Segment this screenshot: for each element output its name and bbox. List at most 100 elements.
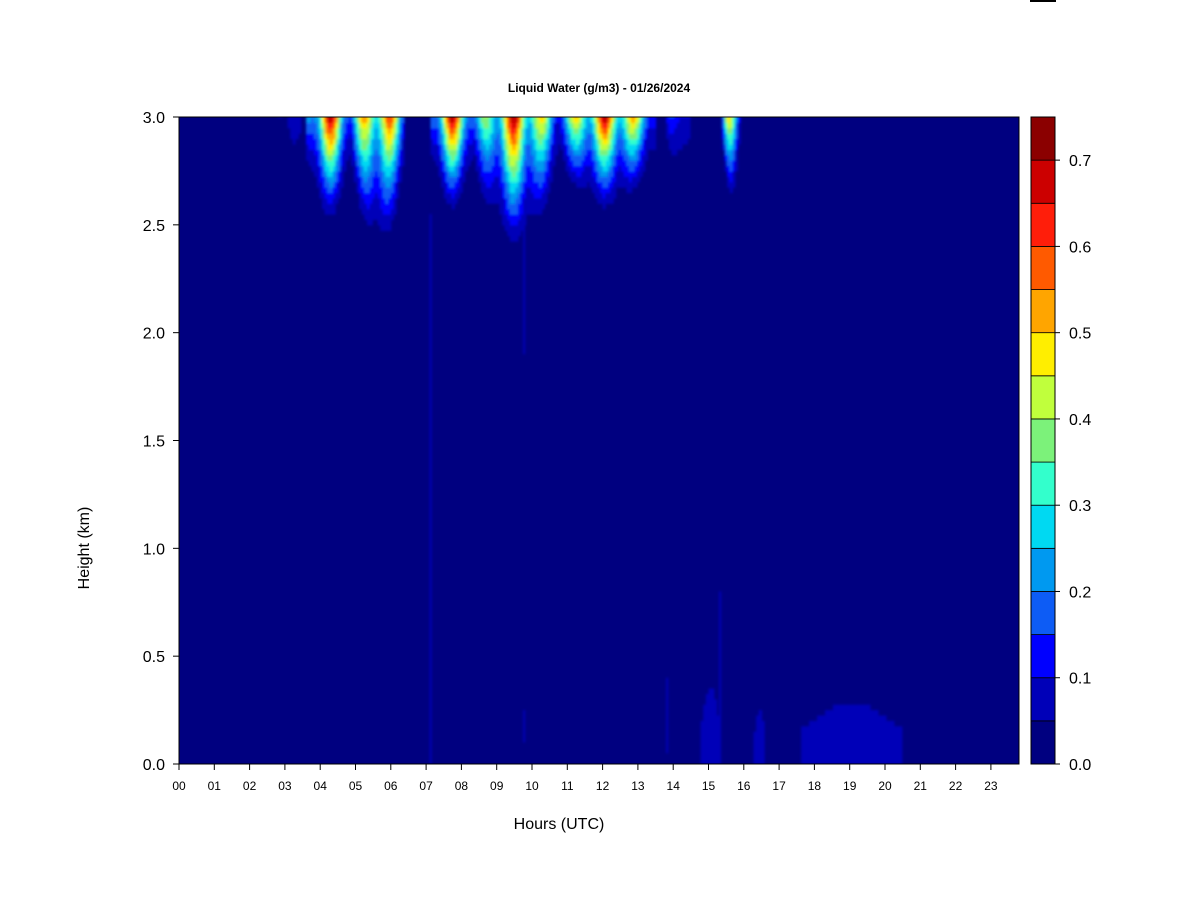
field-cell xyxy=(629,165,633,172)
field-cell xyxy=(486,192,490,199)
field-cell xyxy=(512,138,516,145)
field-cell xyxy=(533,197,538,204)
field-cell xyxy=(846,753,850,760)
field-cell xyxy=(536,181,540,188)
field-cell xyxy=(615,122,620,129)
field-cell xyxy=(314,127,318,134)
field-cell xyxy=(877,731,882,738)
field-cell xyxy=(501,154,506,161)
field-cell xyxy=(480,187,485,194)
field-cell xyxy=(883,758,887,764)
field-cell xyxy=(576,176,580,183)
field-cell xyxy=(388,208,392,215)
field-cell xyxy=(329,160,334,167)
field-cell xyxy=(891,758,895,764)
field-cell xyxy=(369,165,373,172)
y-tick-label: 0.0 xyxy=(143,757,165,774)
field-cell xyxy=(382,160,387,167)
field-cell xyxy=(501,165,506,172)
field-cell xyxy=(369,208,373,215)
field-cell xyxy=(377,133,381,140)
field-cell xyxy=(451,170,455,177)
field-cell xyxy=(629,127,633,134)
x-tick-label: 23 xyxy=(984,779,998,793)
field-cell xyxy=(390,122,395,129)
field-cell xyxy=(388,197,392,204)
field-cell xyxy=(716,747,720,754)
field-cell xyxy=(840,704,845,711)
field-cell xyxy=(332,170,336,177)
field-cell xyxy=(321,203,326,210)
field-cell xyxy=(607,192,612,199)
field-cell xyxy=(385,181,389,188)
field-cell xyxy=(592,154,596,161)
field-cell xyxy=(382,170,387,177)
field-cell xyxy=(639,165,643,172)
field-cell xyxy=(382,143,387,150)
field-cell xyxy=(501,160,506,167)
field-cell xyxy=(872,747,876,754)
field-cell xyxy=(494,176,498,183)
field-cell xyxy=(758,753,763,760)
field-cell xyxy=(888,753,892,760)
field-cell xyxy=(832,747,837,754)
field-cell xyxy=(832,710,837,717)
field-cell xyxy=(380,117,384,123)
field-cell xyxy=(700,720,704,727)
field-cell xyxy=(623,122,628,129)
field-cell xyxy=(366,214,371,221)
field-cell xyxy=(539,203,543,210)
field-cell xyxy=(478,117,482,123)
field-cell xyxy=(602,160,606,167)
field-cell xyxy=(327,208,331,215)
field-cell xyxy=(607,197,612,204)
field-cell xyxy=(454,160,458,167)
field-cell xyxy=(621,122,625,129)
field-cell xyxy=(359,160,363,167)
field-cell xyxy=(507,138,511,145)
field-cell xyxy=(536,138,540,145)
field-cell xyxy=(525,117,530,123)
field-cell xyxy=(650,117,654,123)
field-cell xyxy=(758,758,763,764)
field-cell xyxy=(637,160,641,167)
field-cell xyxy=(809,737,813,744)
field-cell xyxy=(504,149,508,156)
field-cell xyxy=(361,117,365,123)
field-cell xyxy=(441,170,445,177)
field-cell xyxy=(544,160,548,167)
field-cell xyxy=(316,154,320,161)
field-cell xyxy=(507,219,511,226)
field-cell xyxy=(817,753,821,760)
field-cell xyxy=(504,181,508,188)
field-cell xyxy=(618,117,622,123)
field-cell xyxy=(703,747,707,754)
field-cell xyxy=(605,143,609,150)
field-cell xyxy=(308,122,312,129)
field-cell xyxy=(536,176,540,183)
field-cell xyxy=(647,117,651,123)
field-cell xyxy=(737,138,741,145)
field-cell xyxy=(727,117,731,123)
field-cell xyxy=(642,138,646,145)
field-cell xyxy=(536,170,540,177)
field-cell xyxy=(539,208,543,215)
field-cell xyxy=(581,165,585,172)
field-cell xyxy=(761,747,765,754)
field-cell xyxy=(634,176,638,183)
field-cell xyxy=(547,181,551,188)
field-cell xyxy=(597,165,601,172)
field-cell xyxy=(446,127,450,134)
field-cell xyxy=(356,154,360,161)
field-cell xyxy=(351,143,355,150)
field-cell xyxy=(374,127,379,134)
field-cell xyxy=(832,720,837,727)
field-cell xyxy=(851,715,855,722)
field-cell xyxy=(337,192,342,199)
field-cell xyxy=(631,143,635,150)
field-cell xyxy=(523,197,527,204)
field-cell xyxy=(621,154,625,161)
field-cell xyxy=(345,117,350,123)
field-cell xyxy=(576,181,580,188)
field-cell xyxy=(869,742,874,749)
